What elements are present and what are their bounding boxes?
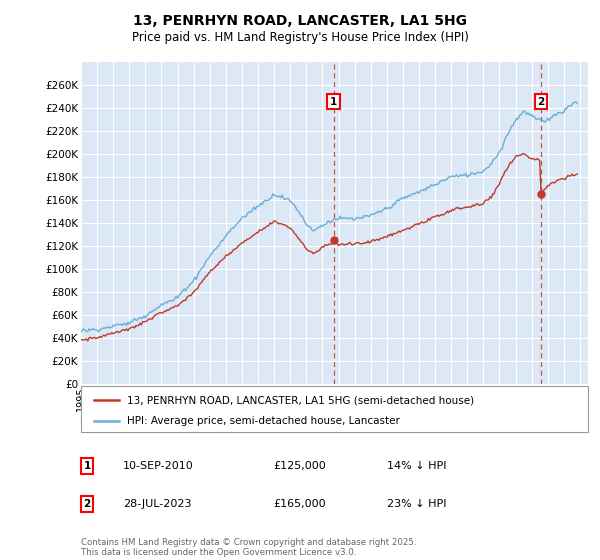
Text: 14% ↓ HPI: 14% ↓ HPI (387, 461, 446, 471)
Text: 2: 2 (83, 499, 91, 509)
Text: £165,000: £165,000 (273, 499, 326, 509)
Text: 2: 2 (538, 97, 545, 107)
Text: 23% ↓ HPI: 23% ↓ HPI (387, 499, 446, 509)
Text: 10-SEP-2010: 10-SEP-2010 (123, 461, 194, 471)
Text: 28-JUL-2023: 28-JUL-2023 (123, 499, 191, 509)
Text: Contains HM Land Registry data © Crown copyright and database right 2025.
This d: Contains HM Land Registry data © Crown c… (81, 538, 416, 557)
FancyBboxPatch shape (81, 386, 588, 432)
Text: 1: 1 (83, 461, 91, 471)
Text: HPI: Average price, semi-detached house, Lancaster: HPI: Average price, semi-detached house,… (127, 416, 400, 426)
Text: 13, PENRHYN ROAD, LANCASTER, LA1 5HG (semi-detached house): 13, PENRHYN ROAD, LANCASTER, LA1 5HG (se… (127, 395, 474, 405)
Text: Price paid vs. HM Land Registry's House Price Index (HPI): Price paid vs. HM Land Registry's House … (131, 31, 469, 44)
Text: 13, PENRHYN ROAD, LANCASTER, LA1 5HG: 13, PENRHYN ROAD, LANCASTER, LA1 5HG (133, 14, 467, 28)
Text: 1: 1 (330, 97, 337, 107)
Text: £125,000: £125,000 (273, 461, 326, 471)
